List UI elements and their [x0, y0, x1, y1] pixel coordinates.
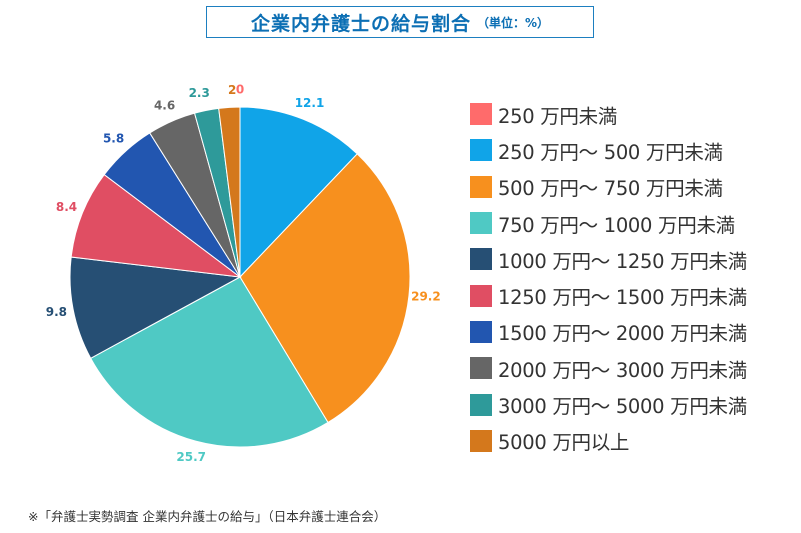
- slice-value-label: 25.7: [176, 450, 206, 464]
- slice-value-label: 2: [228, 83, 236, 97]
- legend-item: 2000 万円～ 3000 万円未満: [470, 350, 747, 386]
- slice-value-label: 29.2: [411, 290, 441, 304]
- legend-swatch: [470, 284, 492, 307]
- chart-title-box: 企業内弁護士の給与割合 （単位：%）: [206, 6, 594, 38]
- legend-item: 1250 万円～ 1500 万円未満: [470, 277, 747, 313]
- pie-slice: [90, 276, 329, 448]
- legend-label: 250 万円～ 500 万円未満: [498, 140, 723, 164]
- pie-slice: [69, 256, 242, 359]
- legend-label: 750 万円～ 1000 万円未満: [498, 213, 735, 237]
- legend-swatch: [470, 212, 492, 235]
- slice-value-label: 0: [236, 83, 244, 97]
- legend-swatch: [470, 248, 492, 271]
- legend-label: 5000 万円以上: [498, 431, 630, 455]
- slice-value-label: 8.4: [56, 200, 77, 214]
- legend-item: 1500 万円～ 2000 万円未満: [470, 314, 747, 350]
- legend-swatch: [470, 357, 492, 380]
- legend-label: 250 万円未満: [498, 104, 618, 128]
- pie-value-labels: 0 12.1 29.2 25.7 9.8 8.4 5.8 4.6 2.3 2: [46, 83, 441, 465]
- pie-slice: [70, 173, 242, 278]
- legend-label: 1000 万円～ 1250 万円未満: [498, 249, 747, 273]
- pie-slices: [69, 106, 411, 448]
- pie-slice: [218, 106, 241, 278]
- legend-item: 1000 万円～ 1250 万円未満: [470, 241, 747, 277]
- slice-value-label: 2.3: [189, 86, 210, 100]
- legend-label: 3000 万円～ 5000 万円未満: [498, 395, 747, 419]
- slice-value-label: 5.8: [103, 132, 124, 146]
- legend-item: 250 万円～ 500 万円未満: [470, 132, 747, 168]
- legend-label: 1500 万円～ 2000 万円未満: [498, 322, 747, 346]
- chart-title: 企業内弁護士の給与割合: [250, 12, 471, 35]
- legend-item: 250 万円未満: [470, 96, 747, 132]
- pie-slice: [239, 106, 358, 279]
- legend-label: 1250 万円～ 1500 万円未満: [498, 286, 747, 310]
- legend-item: 750 万円～ 1000 万円未満: [470, 205, 747, 241]
- chart-unit: （単位：%）: [476, 15, 550, 30]
- legend-swatch: [470, 429, 492, 452]
- legend-item: 500 万円～ 750 万円未満: [470, 169, 747, 205]
- source-footnote: ※「弁護士実勢調査 企業内弁護士の給与」（日本弁護士連合会）: [28, 509, 387, 524]
- legend-label: 500 万円～ 750 万円未満: [498, 177, 723, 201]
- chart-legend: 250 万円未満 250 万円～ 500 万円未満 500 万円～ 750 万円未満…: [470, 96, 747, 459]
- legend-label: 2000 万円～ 3000 万円未満: [498, 358, 747, 382]
- slice-value-label: 9.8: [46, 305, 67, 319]
- pie-slice: [239, 153, 411, 424]
- legend-swatch: [470, 103, 492, 126]
- legend-item: 3000 万円～ 5000 万円未満: [470, 386, 747, 422]
- legend-swatch: [470, 393, 492, 416]
- legend-swatch: [470, 139, 492, 162]
- legend-swatch: [470, 320, 492, 343]
- slice-value-label: 4.6: [154, 98, 175, 112]
- legend-swatch: [470, 175, 492, 198]
- legend-item: 5000 万円以上: [470, 423, 747, 459]
- slice-value-label: 12.1: [295, 96, 325, 110]
